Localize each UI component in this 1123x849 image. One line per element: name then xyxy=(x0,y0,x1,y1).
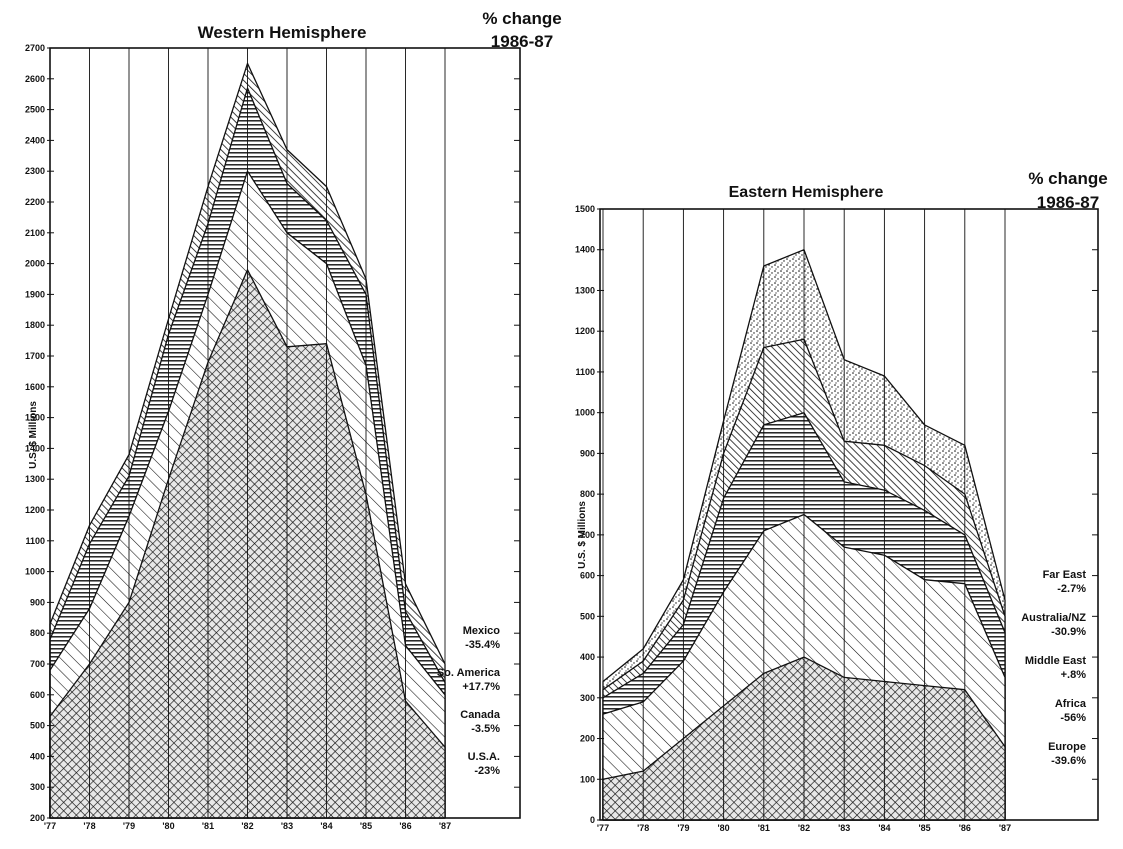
y-tick-label: 700 xyxy=(580,530,595,540)
charts-root: Western Hemisphere % change 1986-87 200 300 4… xyxy=(25,9,1108,833)
x-tick-label: '80 xyxy=(162,821,174,831)
y-tick-label: 600 xyxy=(30,690,45,700)
y-tick-label: 1100 xyxy=(25,536,45,546)
y-tick-label: 800 xyxy=(30,628,45,638)
y-tick-label: 1200 xyxy=(575,326,595,336)
y-tick-label: 200 xyxy=(30,813,45,823)
y-tick-label: 2600 xyxy=(25,74,45,84)
legend-series-name: Canada xyxy=(460,709,501,721)
y-tick-label: 1300 xyxy=(25,474,45,484)
y-tick-label: 900 xyxy=(30,597,45,607)
y-tick-label: 900 xyxy=(580,448,595,458)
legend-series-change: +.8% xyxy=(1061,669,1087,681)
y-tick-label: 1800 xyxy=(25,320,45,330)
legend-series-name: Europe xyxy=(1048,741,1086,753)
y-tick-label: 1000 xyxy=(25,567,45,577)
y-tick-label: 1400 xyxy=(25,443,45,453)
legend-series-change: -30.9% xyxy=(1051,626,1086,638)
legend-series-name: U.S.A. xyxy=(468,751,500,763)
y-tick-label: 1200 xyxy=(25,505,45,515)
y-tick-label: 200 xyxy=(580,734,595,744)
y-tick-label: 2400 xyxy=(25,135,45,145)
x-tick-label: '86 xyxy=(399,821,411,831)
y-tick-label: 1000 xyxy=(575,408,595,418)
chart-title: Western Hemisphere xyxy=(198,23,367,42)
legend-series-name: Australia/NZ xyxy=(1021,612,1086,624)
y-tick-label: 400 xyxy=(580,652,595,662)
legend-series-change: -35.4% xyxy=(465,639,500,651)
chart-western-hemisphere: Western Hemisphere % change 1986-87 200 300 4… xyxy=(25,9,562,831)
y-tick-label: 1100 xyxy=(575,367,595,377)
y-tick-label: 1900 xyxy=(25,289,45,299)
x-tick-label: '85 xyxy=(919,823,931,833)
legend-series-name: Far East xyxy=(1043,569,1087,581)
x-tick-label: '79 xyxy=(123,821,135,831)
x-tick-label: '83 xyxy=(838,823,850,833)
x-tick-label: '77 xyxy=(44,821,56,831)
plot-frame xyxy=(599,208,1099,821)
chart-eastern-hemisphere: Eastern Hemisphere % change 1986-87 0 100 200… xyxy=(575,169,1108,833)
y-tick-label: 2300 xyxy=(25,166,45,176)
y-axis-label: U.S. $ Millions xyxy=(577,501,588,569)
x-tick-label: '83 xyxy=(281,821,293,831)
x-tick-label: '79 xyxy=(677,823,689,833)
y-tick-label: 1700 xyxy=(25,351,45,361)
x-tick-label: '87 xyxy=(439,821,451,831)
x-tick-label: '78 xyxy=(83,821,95,831)
x-tick-label: '82 xyxy=(798,823,810,833)
y-tick-label: 400 xyxy=(30,751,45,761)
x-tick-label: '87 xyxy=(999,823,1011,833)
legend-series-change: -56% xyxy=(1060,712,1086,724)
plot-frame xyxy=(49,47,521,819)
x-tick-label: '77 xyxy=(597,823,609,833)
legend-series-name: Africa xyxy=(1055,698,1087,710)
y-axis-label: U.S. $ Millions xyxy=(28,401,39,469)
x-tick-label: '84 xyxy=(320,821,332,831)
legend-series-change: -39.6% xyxy=(1051,755,1086,767)
chart-title: Eastern Hemisphere xyxy=(729,184,884,201)
legend-series-change: -23% xyxy=(474,765,500,777)
y-tick-label: 2000 xyxy=(25,259,45,269)
legend-series-name: Middle East xyxy=(1025,655,1086,667)
y-tick-label: 1300 xyxy=(575,285,595,295)
legend-series-change: -3.5% xyxy=(471,723,500,735)
y-tick-label: 1500 xyxy=(25,413,45,423)
y-tick-label: 500 xyxy=(30,721,45,731)
legend-series-change: -2.7% xyxy=(1057,583,1086,595)
x-tick-label: '84 xyxy=(878,823,890,833)
change-header-period: 1986-87 xyxy=(491,32,553,51)
y-tick-label: 2200 xyxy=(25,197,45,207)
y-tick-label: 1600 xyxy=(25,382,45,392)
y-tick-label: 600 xyxy=(580,571,595,581)
legend-series-name: So. America xyxy=(437,667,501,679)
y-tick-label: 100 xyxy=(580,774,595,784)
change-header-period: 1986-87 xyxy=(1037,193,1099,212)
legend-series-change: +17.7% xyxy=(462,681,500,693)
x-tick-label: '82 xyxy=(241,821,253,831)
x-tick-label: '80 xyxy=(718,823,730,833)
y-tick-label: 300 xyxy=(30,782,45,792)
x-tick-label: '85 xyxy=(360,821,372,831)
x-tick-label: '78 xyxy=(637,823,649,833)
y-tick-label: 700 xyxy=(30,659,45,669)
change-header-label: % change xyxy=(1028,169,1107,188)
y-tick-label: 1500 xyxy=(575,204,595,214)
change-header-label: % change xyxy=(482,9,561,28)
legend-series-name: Mexico xyxy=(463,625,501,637)
y-tick-label: 0 xyxy=(590,815,595,825)
y-tick-label: 2500 xyxy=(25,105,45,115)
y-tick-label: 1400 xyxy=(575,245,595,255)
y-tick-label: 500 xyxy=(580,611,595,621)
y-tick-label: 800 xyxy=(580,489,595,499)
y-tick-label: 2700 xyxy=(25,43,45,53)
x-tick-label: '81 xyxy=(758,823,770,833)
y-tick-label: 300 xyxy=(580,693,595,703)
x-tick-label: '86 xyxy=(959,823,971,833)
x-tick-label: '81 xyxy=(202,821,214,831)
y-tick-label: 2100 xyxy=(25,228,45,238)
